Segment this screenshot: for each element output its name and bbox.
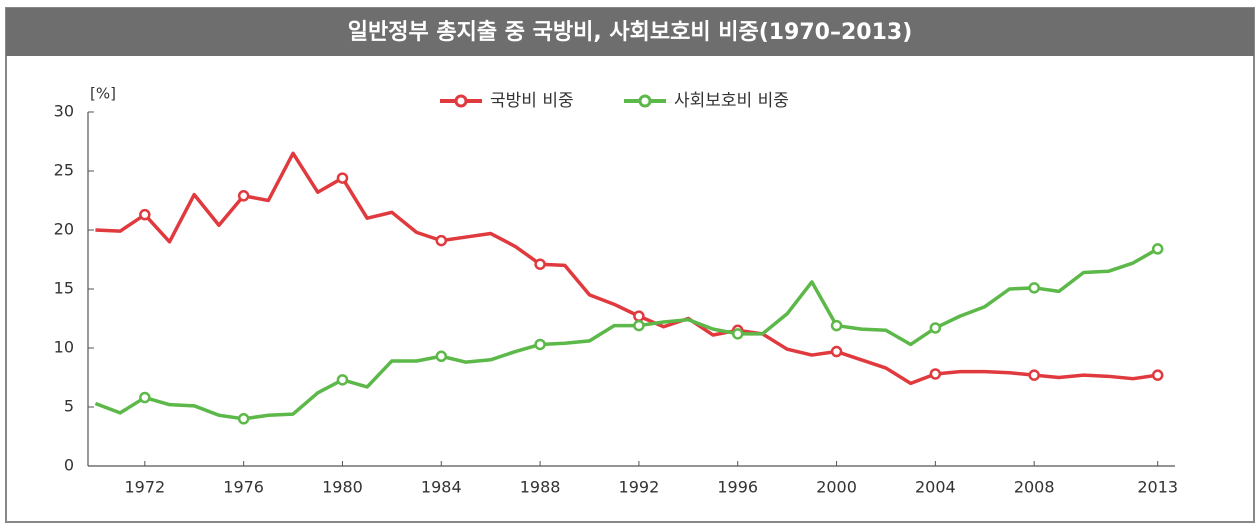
point-marker: [338, 174, 347, 183]
y-tick-label: 5: [64, 397, 74, 416]
point-marker: [832, 347, 841, 356]
x-tick-label: 2000: [816, 478, 857, 497]
x-tick-label: 1984: [421, 478, 462, 497]
point-marker: [1030, 283, 1039, 292]
y-tick-label: 30: [54, 102, 74, 121]
y-tick-label: 10: [54, 338, 74, 357]
point-marker: [931, 323, 940, 332]
point-marker: [832, 321, 841, 330]
y-tick-label: 15: [54, 279, 74, 298]
point-marker: [634, 312, 643, 321]
point-marker: [536, 260, 545, 269]
point-marker: [733, 329, 742, 338]
y-tick-label: 25: [54, 161, 74, 180]
point-marker: [931, 369, 940, 378]
x-tick-label: 2013: [1137, 478, 1178, 497]
x-tick-label: 1992: [619, 478, 660, 497]
x-tick-label: 1980: [322, 478, 363, 497]
legend-marker: [640, 96, 650, 106]
point-marker: [1030, 371, 1039, 380]
point-marker: [634, 321, 643, 330]
y-tick-label: 20: [54, 220, 74, 239]
legend-marker: [456, 96, 466, 106]
point-marker: [1153, 244, 1162, 253]
x-tick-label: 1976: [223, 478, 264, 497]
point-marker: [140, 393, 149, 402]
x-tick-label: 1972: [124, 478, 165, 497]
x-tick-label: 2008: [1014, 478, 1055, 497]
chart-title: 일반정부 총지출 중 국방비, 사회보호비 비중(1970–2013): [348, 20, 913, 45]
y-tick-label: 0: [64, 456, 74, 475]
x-tick-label: 1996: [717, 478, 758, 497]
point-marker: [239, 414, 248, 423]
legend-label: 사회보호비 비중: [674, 91, 789, 111]
chart: 일반정부 총지출 중 국방비, 사회보호비 비중(1970–2013) [%] …: [0, 0, 1260, 524]
y-unit: [%]: [90, 85, 116, 103]
legend-label: 국방비 비중: [490, 91, 574, 111]
point-marker: [140, 210, 149, 219]
point-marker: [536, 340, 545, 349]
point-marker: [239, 191, 248, 200]
point-marker: [1153, 371, 1162, 380]
point-marker: [437, 352, 446, 361]
frame: [6, 8, 1254, 522]
point-marker: [437, 236, 446, 245]
point-marker: [338, 375, 347, 384]
x-tick-label: 1988: [520, 478, 561, 497]
x-tick-label: 2004: [915, 478, 956, 497]
